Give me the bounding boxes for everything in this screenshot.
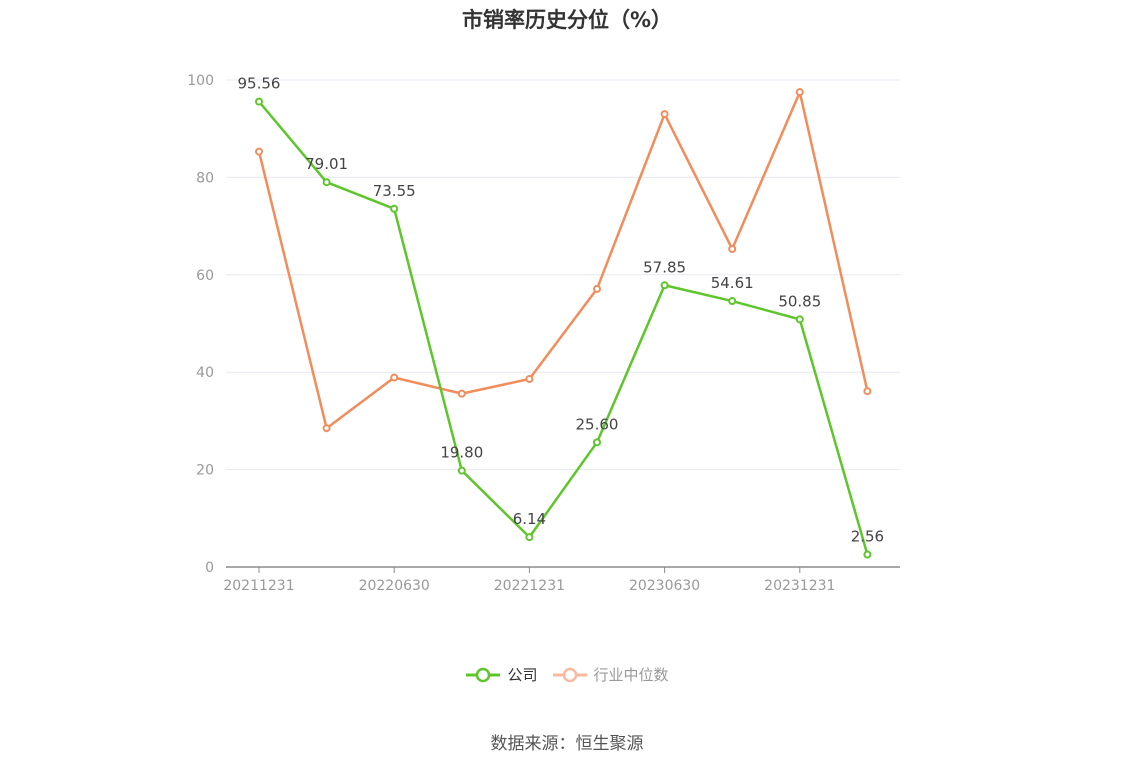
legend-company-circle bbox=[476, 667, 491, 682]
data-label-company: 54.61 bbox=[711, 274, 754, 292]
data-point-company bbox=[795, 315, 804, 324]
chart-title: 市销率历史分位（%） bbox=[461, 8, 673, 32]
legend-industry-circle bbox=[562, 667, 577, 682]
x-tick-label: 20220630 bbox=[359, 578, 430, 594]
data-point-industry bbox=[660, 110, 669, 119]
x-tick-label: 20230630 bbox=[629, 578, 700, 594]
data-point-company bbox=[255, 97, 263, 106]
y-tick-label: 20 bbox=[196, 463, 214, 479]
x-tick-label: 20221231 bbox=[494, 578, 565, 594]
data-point-industry bbox=[863, 387, 872, 396]
y-tick-label: 0 bbox=[205, 560, 214, 576]
x-tick-label: 20231231 bbox=[764, 578, 835, 594]
data-point-industry bbox=[457, 389, 466, 398]
y-tick-label: 60 bbox=[196, 268, 214, 284]
data-point-industry bbox=[390, 373, 399, 382]
data-label-company: 95.56 bbox=[238, 75, 281, 93]
data-label-company: 19.80 bbox=[440, 444, 483, 462]
legend-company-label: 公司 bbox=[507, 666, 538, 684]
series-line-company bbox=[258, 100, 869, 555]
data-point-industry bbox=[255, 147, 263, 156]
data-label-company: 79.01 bbox=[305, 155, 348, 173]
data-label-company: 57.85 bbox=[643, 258, 686, 276]
data-point-industry bbox=[322, 424, 331, 433]
data-point-company bbox=[457, 466, 466, 475]
legend-industry-marker-icon bbox=[552, 667, 587, 682]
legend-item-industry[interactable]: 行业中位数 bbox=[552, 664, 669, 685]
data-point-company bbox=[390, 204, 399, 213]
data-point-industry bbox=[525, 375, 534, 384]
data-label-company: 25.60 bbox=[576, 415, 619, 433]
series-line-industry bbox=[257, 90, 869, 430]
data-point-industry bbox=[593, 284, 601, 293]
y-tick-label: 40 bbox=[196, 365, 214, 381]
y-tick-label: 100 bbox=[187, 73, 214, 89]
legend-industry-label: 行业中位数 bbox=[593, 666, 669, 684]
data-point-company bbox=[525, 533, 534, 542]
line-chart: 0 20 40 60 80 100 20211231 20220630 20221231 2023… bbox=[187, 73, 900, 594]
data-label-company: 6.14 bbox=[513, 510, 546, 528]
data-point-company bbox=[728, 297, 737, 306]
data-point-industry bbox=[795, 88, 804, 97]
y-tick-label: 80 bbox=[196, 170, 214, 186]
legend: 公司 行业中位数 bbox=[0, 664, 1134, 685]
data-label-company: 73.55 bbox=[373, 182, 416, 200]
data-point-company bbox=[593, 438, 601, 447]
legend-item-company[interactable]: 公司 bbox=[465, 664, 538, 685]
data-point-industry bbox=[728, 244, 737, 253]
x-tick-label: 20211231 bbox=[223, 578, 294, 594]
data-point-company bbox=[863, 550, 872, 559]
legend-company-marker-icon bbox=[466, 667, 501, 682]
data-source: 数据来源：恒生聚源 bbox=[490, 734, 644, 754]
data-point-company bbox=[322, 178, 331, 187]
data-point-company bbox=[660, 281, 669, 290]
data-label-company: 2.56 bbox=[851, 528, 884, 546]
data-label-company: 50.85 bbox=[778, 292, 821, 310]
